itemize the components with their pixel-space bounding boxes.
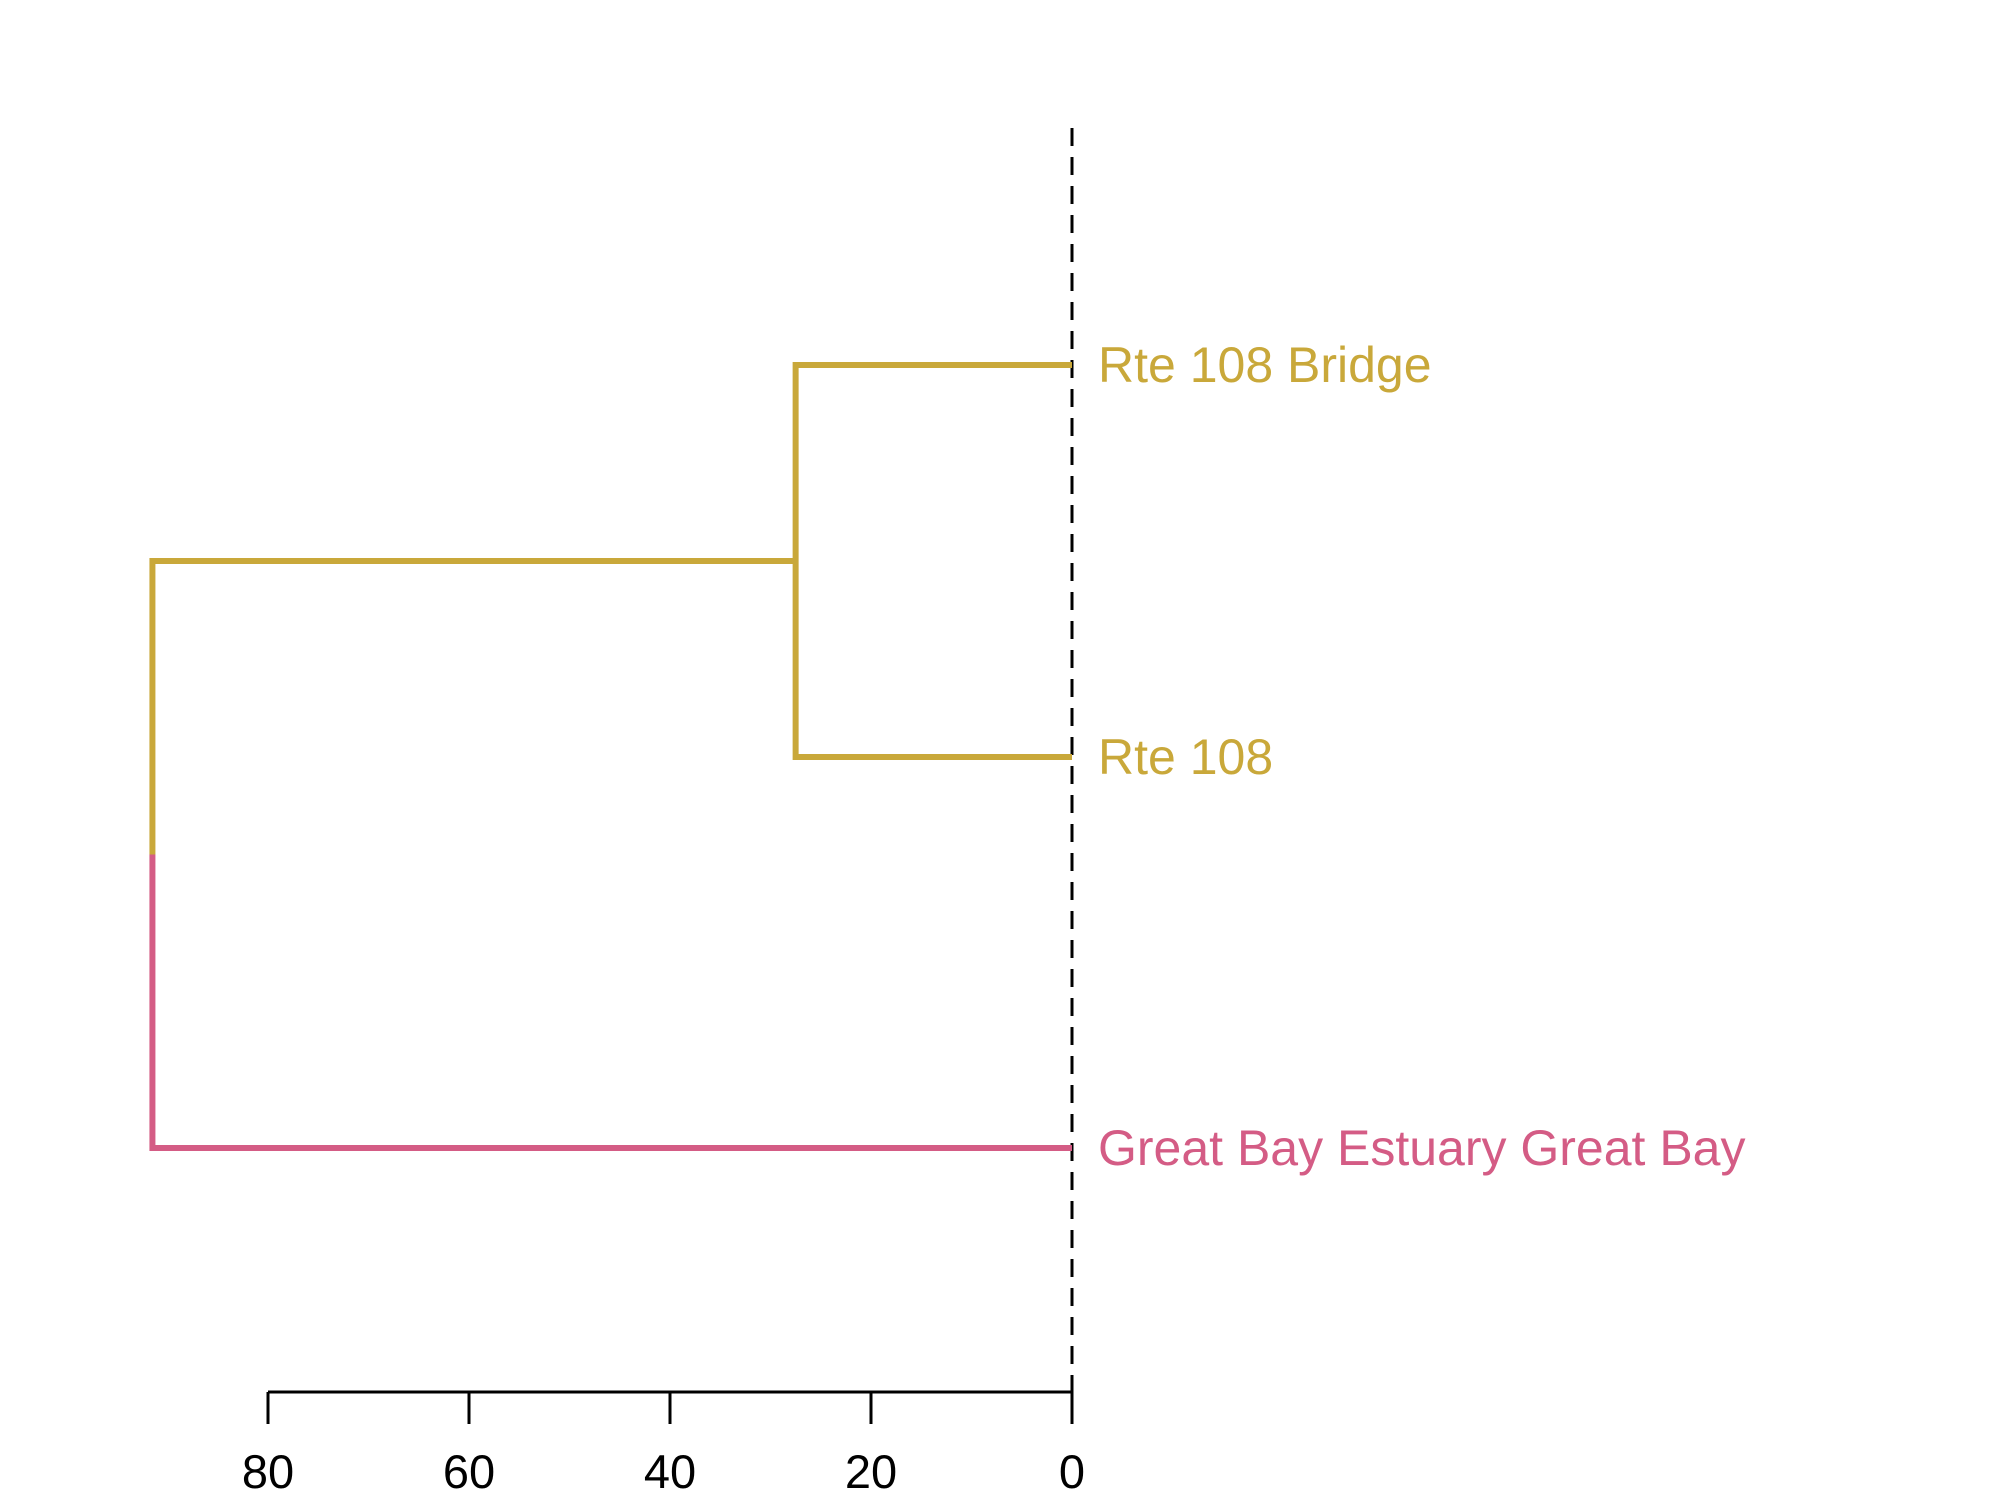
tick-label: 0 — [1059, 1445, 1085, 1498]
leaf-label: Great Bay Estuary Great Bay — [1098, 1120, 1746, 1176]
tick-label: 80 — [242, 1445, 294, 1498]
leaf-labels: Rte 108 Bridge Rte 108 Great Bay Estuary G… — [1098, 337, 1746, 1176]
leaf-label: Rte 108 — [1098, 729, 1273, 785]
x-axis: 80 60 40 20 0 — [242, 1390, 1085, 1498]
tick-label: 60 — [443, 1445, 495, 1498]
leaf-label: Rte 108 Bridge — [1098, 337, 1432, 393]
dendrogram-branches — [149, 362, 1072, 1151]
tick-label: 40 — [644, 1445, 696, 1498]
tick-label: 20 — [845, 1445, 897, 1498]
